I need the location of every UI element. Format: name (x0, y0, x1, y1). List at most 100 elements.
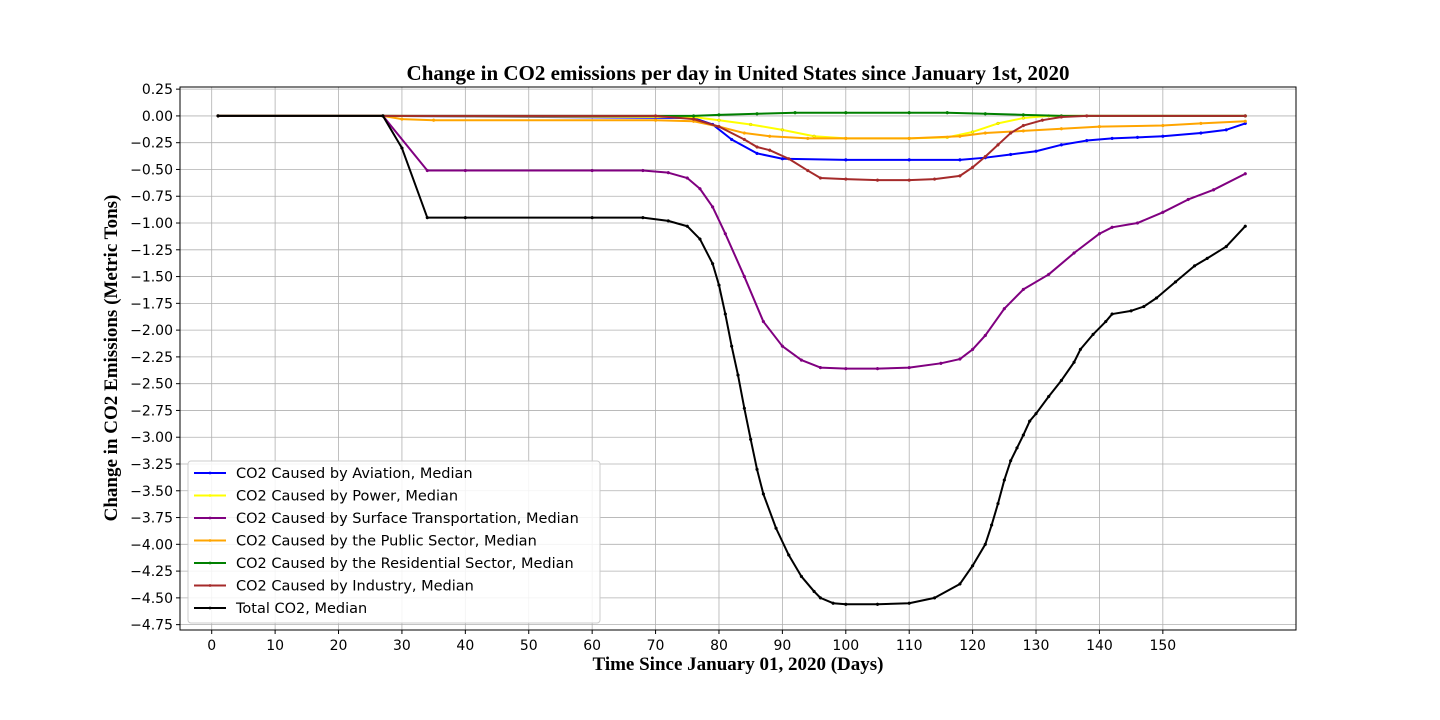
series-line (217, 114, 1247, 182)
data-point (641, 216, 645, 220)
y-tick-label: −4.75 (130, 618, 173, 634)
data-point (216, 114, 220, 118)
legend-label: CO2 Caused by Aviation, Median (236, 466, 473, 482)
data-point (799, 358, 804, 362)
legend-marker (208, 606, 212, 610)
x-tick-label: 120 (959, 638, 986, 654)
data-point (1199, 131, 1203, 135)
data-point (983, 131, 987, 135)
data-point (755, 112, 759, 116)
data-point (1161, 123, 1165, 128)
y-tick-label: −1.50 (130, 270, 173, 286)
y-tick-label: −3.25 (130, 457, 173, 473)
data-point (1186, 197, 1190, 202)
data-point (431, 118, 436, 122)
data-point (844, 136, 848, 141)
data-point (907, 136, 911, 141)
data-point (875, 602, 880, 606)
y-tick-label: −1.25 (130, 243, 173, 259)
data-point (742, 137, 746, 142)
data-point (1224, 128, 1228, 132)
data-point (710, 205, 715, 209)
data-point (970, 347, 975, 352)
data-point (774, 526, 778, 530)
legend-box (187, 460, 601, 624)
data-point (1161, 210, 1165, 214)
data-point (717, 283, 721, 287)
data-point (1243, 172, 1247, 176)
legend-items: CO2 Caused by Aviation, Median CO2 Caused… (194, 466, 579, 617)
data-point (1047, 394, 1051, 399)
series-line (217, 114, 1247, 370)
data-point (1161, 134, 1165, 138)
data-point (1021, 123, 1025, 128)
data-point (1091, 332, 1095, 337)
x-tick-label: 100 (832, 638, 859, 654)
x-tick-label: 50 (520, 638, 538, 654)
data-point (590, 168, 594, 173)
x-tick-label: 70 (647, 638, 665, 654)
series-2 (216, 114, 1247, 371)
y-axis-ticks: 0.25 0.00 −0.25 −0.50 −0.75 −1.00 −1.25 −1.50 −1… (130, 82, 180, 634)
x-tick-label: 0 (207, 638, 216, 654)
data-point (1142, 304, 1146, 309)
legend-marker (208, 516, 212, 520)
data-point (1154, 296, 1159, 300)
data-point (799, 574, 804, 579)
grid (180, 87, 1296, 630)
data-point (755, 151, 759, 156)
data-point (945, 111, 949, 115)
data-point (932, 596, 937, 600)
data-point (907, 158, 911, 162)
data-point (1173, 280, 1178, 284)
data-point (780, 344, 785, 348)
data-point (907, 601, 911, 605)
data-point (698, 237, 702, 241)
y-tick-label: −1.75 (130, 296, 173, 312)
data-point (970, 564, 975, 568)
data-point (844, 158, 848, 162)
x-tick-label: 30 (393, 638, 411, 654)
data-point (1021, 129, 1025, 133)
legend-label: CO2 Caused by the Residential Sector, Me… (236, 556, 574, 572)
data-point (691, 117, 696, 121)
data-point (749, 122, 753, 127)
data-point (907, 178, 911, 182)
data-point (875, 367, 880, 371)
series-lines (216, 111, 1247, 606)
data-point (1059, 115, 1064, 119)
legend-label: CO2 Caused by the Public Sector, Median (236, 534, 537, 550)
data-point (780, 128, 785, 132)
data-point (939, 361, 943, 365)
data-point (787, 157, 791, 161)
data-point (958, 582, 962, 586)
data-point (425, 168, 429, 173)
chart-title: Change in CO2 emissions per day in Unite… (407, 61, 1070, 85)
data-point (996, 501, 1000, 506)
data-point (666, 171, 670, 175)
data-point (1110, 225, 1114, 229)
data-point (844, 602, 848, 606)
data-point (1135, 135, 1140, 139)
y-tick-label: −2.25 (130, 350, 173, 366)
x-tick-label: 110 (896, 638, 923, 654)
data-point (1009, 459, 1013, 463)
data-point (463, 216, 467, 220)
data-point (685, 224, 689, 228)
data-point (1059, 378, 1064, 383)
data-point (641, 168, 645, 173)
y-tick-label: −3.50 (130, 484, 173, 500)
data-point (717, 118, 721, 122)
y-tick-label: 0.25 (142, 82, 173, 98)
data-point (1040, 118, 1045, 122)
data-point (875, 178, 880, 182)
series-3 (216, 114, 1247, 141)
data-point (1002, 478, 1006, 482)
series-5 (216, 114, 1247, 182)
data-point (1034, 149, 1038, 153)
data-point (1199, 121, 1203, 126)
series-6 (216, 114, 1247, 606)
data-point (1097, 232, 1102, 236)
data-point (812, 589, 816, 594)
